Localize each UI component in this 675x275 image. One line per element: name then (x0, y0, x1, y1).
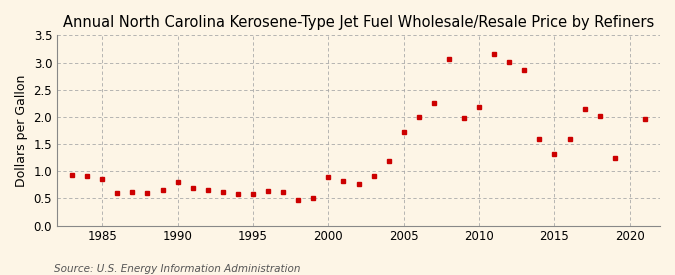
Y-axis label: Dollars per Gallon: Dollars per Gallon (15, 74, 28, 187)
Text: Source: U.S. Energy Information Administration: Source: U.S. Energy Information Administ… (54, 264, 300, 274)
Title: Annual North Carolina Kerosene-Type Jet Fuel Wholesale/Resale Price by Refiners: Annual North Carolina Kerosene-Type Jet … (63, 15, 654, 30)
